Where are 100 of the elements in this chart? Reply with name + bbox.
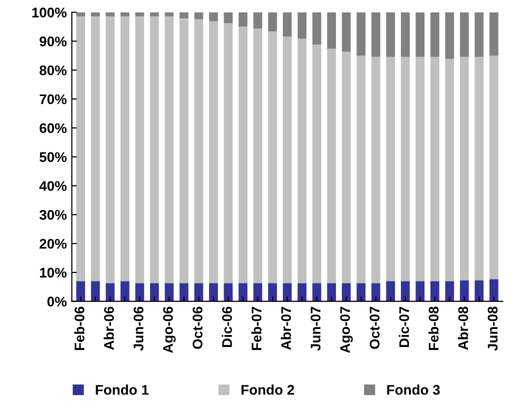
x-tick-label: Abr-06 (104, 306, 114, 350)
bar (268, 31, 277, 284)
y-tick-label: 40% (39, 181, 67, 191)
bar (120, 12, 130, 16)
bar (342, 52, 351, 284)
bar (194, 283, 204, 302)
bar (76, 12, 86, 16)
bar (91, 281, 100, 302)
bar (430, 281, 440, 302)
bar (356, 12, 366, 56)
bar (460, 56, 469, 280)
bar (224, 283, 233, 302)
x-tick-label: Oct-07 (370, 306, 380, 349)
bar (164, 16, 174, 284)
bar (445, 12, 454, 59)
bar (430, 56, 440, 282)
y-tick-label: 80% (40, 65, 67, 76)
y-tick-label: 30% (39, 210, 67, 220)
x-tick-label: Abr-07 (280, 306, 292, 350)
bar (120, 16, 130, 282)
bar (209, 12, 218, 22)
bar (445, 58, 454, 282)
bar (460, 280, 469, 302)
bar (298, 38, 306, 284)
x-tick-label: Dic-06 (222, 306, 232, 347)
y-tick-label: 60% (40, 123, 67, 134)
bar (238, 283, 248, 302)
bar (371, 12, 380, 57)
bar (474, 280, 484, 302)
x-tick-label: Feb-08 (428, 306, 439, 350)
bar (371, 283, 380, 302)
bar (238, 12, 248, 26)
x-tick-label: Jun-06 (134, 306, 144, 351)
x-tick-label: Jun-08 (488, 306, 498, 351)
bar (106, 283, 115, 302)
y-tick-label: 70% (40, 94, 67, 104)
bar (106, 16, 115, 284)
legend-label: Fondo 2 (242, 384, 294, 395)
bar (150, 16, 159, 284)
bar (209, 21, 218, 284)
y-tick-label: 50% (40, 152, 67, 162)
bar (460, 12, 469, 57)
bar (238, 26, 248, 284)
bar (282, 283, 292, 302)
bar (91, 12, 100, 16)
x-tick-label: Abr-08 (458, 306, 468, 350)
bar (282, 36, 292, 284)
x-tick-label: Jun-07 (310, 306, 321, 351)
legend-label: Fondo 1 (96, 384, 149, 395)
bar (356, 283, 366, 302)
x-tick-label: Feb-06 (74, 306, 84, 350)
bar (356, 56, 366, 284)
bar (386, 12, 396, 57)
bar (371, 56, 380, 284)
bar (253, 28, 262, 284)
bar (253, 12, 262, 28)
bar (489, 12, 498, 56)
bar (474, 56, 484, 280)
bar (416, 281, 425, 302)
bar (91, 16, 100, 282)
bar (327, 48, 336, 284)
bar (194, 12, 204, 20)
bar (312, 12, 322, 45)
bar (400, 56, 410, 282)
bar (120, 281, 130, 302)
bar (180, 18, 188, 284)
bar (400, 281, 410, 302)
bar (180, 12, 188, 18)
y-tick-label: 90% (40, 36, 67, 46)
y-tick-label: 20% (40, 238, 67, 249)
bar (298, 12, 306, 39)
bar (224, 23, 233, 284)
bar (135, 12, 144, 16)
x-tick-label: Dic-07 (398, 306, 410, 347)
x-tick-label: Ago-07 (340, 306, 353, 353)
bar (312, 283, 322, 302)
bar (194, 19, 204, 284)
bar (268, 283, 277, 302)
bar (106, 12, 115, 16)
bar (268, 12, 277, 32)
bar (342, 12, 351, 52)
bar (489, 56, 498, 280)
bar (76, 281, 86, 302)
bar (253, 283, 262, 302)
legend-label: Fondo 3 (387, 384, 440, 395)
bar (282, 12, 292, 37)
bar (150, 283, 159, 302)
x-tick-label: Ago-06 (163, 306, 176, 353)
bar (164, 283, 174, 302)
bar (342, 283, 351, 302)
bar (150, 12, 159, 16)
x-tick-label: Feb-07 (251, 306, 262, 350)
bar (164, 12, 174, 16)
bar (135, 16, 144, 284)
bar (386, 281, 396, 302)
bar (474, 12, 484, 57)
bar (209, 283, 218, 302)
bar (312, 44, 322, 284)
bar (298, 283, 306, 302)
bar (180, 283, 188, 302)
